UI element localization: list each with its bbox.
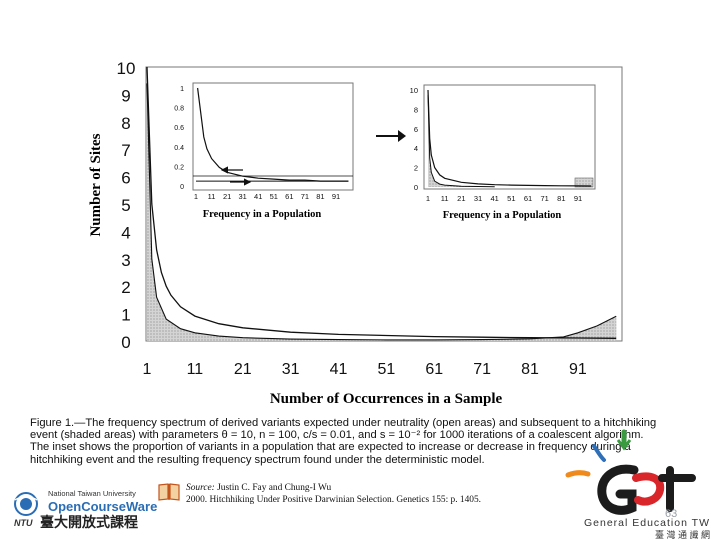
hitchhiking-curve: [146, 83, 617, 341]
x-axis-label: Number of Occurrences in a Sample: [270, 391, 503, 407]
inset-x-tick-label: 31: [474, 194, 482, 203]
y-tick-label: 0: [121, 333, 130, 352]
y-tick-label: 5: [121, 196, 130, 215]
get-chinese-name: 臺 灣 通 識 網: [655, 529, 710, 540]
inset-left-frame: [192, 82, 354, 191]
inset-y-tick-label: 4: [414, 144, 418, 153]
transition-arrow: [376, 130, 406, 142]
inset-left: 00.20.40.60.81 1 11 21 31 41 51 61 71 81 91 Frequ…: [174, 82, 354, 220]
inset-x-tick-label: 71: [540, 194, 548, 203]
y-axis-label: Number of Sites: [88, 133, 104, 236]
inset-x-tick-label: 91: [332, 192, 340, 201]
x-tick-label: 91: [569, 361, 587, 378]
inset-x-tick-label: 51: [270, 192, 278, 201]
inset-y-tick-label: 8: [414, 105, 418, 114]
ntu-ocw-logo: National Taiwan University OpenCourseWar…: [6, 486, 176, 530]
y-tick-label: 6: [121, 169, 130, 188]
inset-x-tick-label: 51: [507, 194, 515, 203]
source-citation: Source: Justin C. Fay and Chung-I Wu 200…: [186, 482, 566, 506]
inset-right-end-shade: [574, 177, 594, 188]
inset-y-tick-label: 0.2: [174, 164, 184, 171]
inset-x-tick-label: 21: [223, 192, 231, 201]
inset-left-y-tick-labels: 0 0.2 0.4 0.6 0.8 1: [174, 86, 184, 191]
inset-y-tick-label: 0: [180, 184, 184, 191]
y-tick-label: 8: [121, 114, 130, 133]
y-tick-label: 4: [121, 223, 130, 242]
y-tick-label: 2: [121, 278, 130, 297]
inset-right-xlabel: Frequency in a Population: [443, 210, 562, 221]
x-tick-labels: 1 11 21 31 41 51 61 71 81 91: [143, 361, 587, 378]
source-authors: Justin C. Fay and Chung-I Wu: [217, 483, 332, 493]
inset-right-frame: [423, 84, 596, 190]
inset-x-tick-label: 31: [238, 192, 246, 201]
inset-y-tick-label: 2: [414, 164, 418, 173]
x-tick-label: 71: [473, 361, 491, 378]
caption-line: hitchhiking event and the resulting freq…: [30, 453, 485, 466]
inset-x-tick-label: 11: [441, 194, 449, 203]
inset-x-tick-label: 1: [426, 194, 430, 203]
inset-x-tick-label: 91: [574, 194, 582, 203]
inset-x-tick-label: 61: [524, 194, 532, 203]
y-tick-labels: 0 1 2 3 4 5 6 7 8 9 10: [117, 59, 136, 352]
inset-right-hitchhiking-curve: [427, 94, 495, 188]
book-icon: [158, 483, 180, 501]
inset-y-tick-label: 6: [414, 125, 418, 134]
y-tick-label: 9: [121, 86, 130, 105]
inset-y-tick-label: 1: [180, 86, 184, 93]
inset-y-tick-label: 10: [410, 86, 418, 95]
source-label: Source:: [186, 483, 215, 493]
inset-left-xlabel: Frequency in a Population: [203, 209, 322, 220]
inset-x-tick-label: 11: [208, 192, 216, 201]
ntu-emblem-icon: [14, 492, 38, 516]
inset-y-tick-label: 0.8: [174, 106, 184, 113]
caption-line: Figure 1.—The frequency spectrum of deri…: [30, 417, 657, 429]
inset-right-x-tick-labels: 1 11 21 31 41 51 61 71 81 91: [426, 194, 582, 203]
page-number: 63: [665, 508, 678, 520]
inset-y-tick-label: 0.4: [174, 145, 184, 152]
ntu-abbr: NTU: [14, 518, 33, 528]
inset-x-tick-label: 21: [457, 194, 465, 203]
y-tick-label: 3: [121, 251, 130, 270]
inset-x-tick-label: 41: [254, 192, 262, 201]
inset-y-tick-label: 0.6: [174, 125, 184, 132]
source-reference: 2000. Hitchhiking Under Positive Darwini…: [186, 495, 482, 505]
inset-y-tick-label: 0: [414, 183, 418, 192]
caption-line: event (shaded areas) with parameters θ =…: [30, 429, 644, 442]
figure-caption: Figure 1.—The frequency spectrum of deri…: [30, 417, 695, 466]
neutral-curve: [146, 66, 617, 339]
get-mark-icon: [597, 464, 696, 515]
y-tick-label: 1: [121, 306, 130, 325]
x-tick-label: 51: [377, 361, 395, 378]
x-tick-label: 31: [282, 361, 300, 378]
inset-x-tick-label: 71: [301, 192, 309, 201]
y-tick-label: 10: [117, 59, 136, 78]
ntu-chinese-name: 臺大開放式課程: [40, 514, 138, 530]
inset-right-neutral-curve: [427, 89, 592, 187]
get-subtitle: General Education TW: [584, 517, 710, 529]
x-tick-label: 81: [521, 361, 539, 378]
inset-x-tick-label: 81: [316, 192, 324, 201]
x-tick-label: 41: [330, 361, 348, 378]
inset-x-tick-label: 81: [557, 194, 565, 203]
inset-x-tick-label: 1: [194, 192, 198, 201]
ocw-wordmark: OpenCourseWare: [48, 499, 157, 514]
inset-x-tick-label: 61: [285, 192, 293, 201]
inset-left-x-tick-labels: 1 11 21 31 41 51 61 71 81 91: [194, 192, 340, 201]
caption-line: The inset shows the proportion of varian…: [30, 441, 631, 454]
ntu-name: National Taiwan University: [48, 489, 136, 498]
x-tick-label: 61: [425, 361, 443, 378]
inset-x-tick-label: 41: [490, 194, 498, 203]
y-tick-label: 7: [121, 141, 130, 160]
x-tick-label: 21: [234, 361, 252, 378]
get-logo: General Education TW 臺 灣 通 識 網: [560, 428, 720, 540]
get-swoosh-icon: [565, 429, 632, 478]
inset-right-y-tick-labels: 0 2 4 6 8 10: [410, 86, 418, 192]
x-tick-label: 1: [143, 361, 152, 378]
x-tick-label: 11: [187, 361, 204, 378]
